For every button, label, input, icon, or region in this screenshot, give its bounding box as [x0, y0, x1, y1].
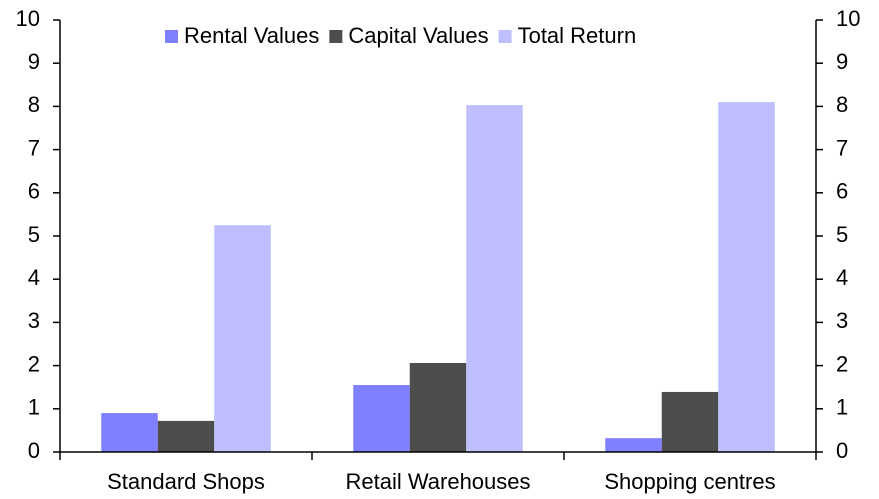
- bar: [466, 105, 523, 452]
- y2-tick-label: 1: [836, 395, 848, 420]
- x-tick-label: Standard Shops: [107, 469, 265, 494]
- y-tick-label: 10: [16, 6, 40, 31]
- y2-tick-label: 7: [836, 135, 848, 160]
- y2-tick-label: 3: [836, 308, 848, 333]
- y2-tick-label: 10: [836, 6, 860, 31]
- y2-tick-label: 6: [836, 179, 848, 204]
- x-tick-label: Retail Warehouses: [345, 469, 530, 494]
- y2-tick-label: 5: [836, 222, 848, 247]
- y2-tick-label: 0: [836, 438, 848, 463]
- y-tick-label: 2: [28, 351, 40, 376]
- y2-tick-label: 4: [836, 265, 848, 290]
- bar: [157, 420, 215, 452]
- y-tick-label: 9: [28, 49, 40, 74]
- y-tick-label: 3: [28, 308, 40, 333]
- bar: [353, 385, 410, 452]
- y2-tick-label: 2: [836, 351, 848, 376]
- legend-swatch: [165, 30, 178, 43]
- y-tick-label: 8: [28, 92, 40, 117]
- legend-swatch: [498, 30, 512, 43]
- y2-tick-label: 8: [836, 92, 848, 117]
- legend-swatch: [329, 30, 343, 43]
- y-tick-label: 0: [28, 438, 40, 463]
- bar: [661, 391, 719, 452]
- bar: [214, 225, 271, 452]
- y-tick-label: 7: [28, 135, 40, 160]
- y-tick-label: 6: [28, 179, 40, 204]
- y-tick-label: 4: [28, 265, 40, 290]
- y2-tick-label: 9: [836, 49, 848, 74]
- y-tick-label: 1: [28, 395, 40, 420]
- bar: [718, 102, 775, 452]
- y-tick-label: 5: [28, 222, 40, 247]
- bar: [101, 413, 158, 452]
- legend-label: Rental Values: [184, 23, 319, 48]
- legend-label: Capital Values: [348, 23, 488, 48]
- bar: [605, 438, 662, 452]
- legend-label: Total Return: [518, 23, 637, 48]
- bar: [409, 363, 467, 452]
- x-tick-label: Shopping centres: [604, 469, 775, 494]
